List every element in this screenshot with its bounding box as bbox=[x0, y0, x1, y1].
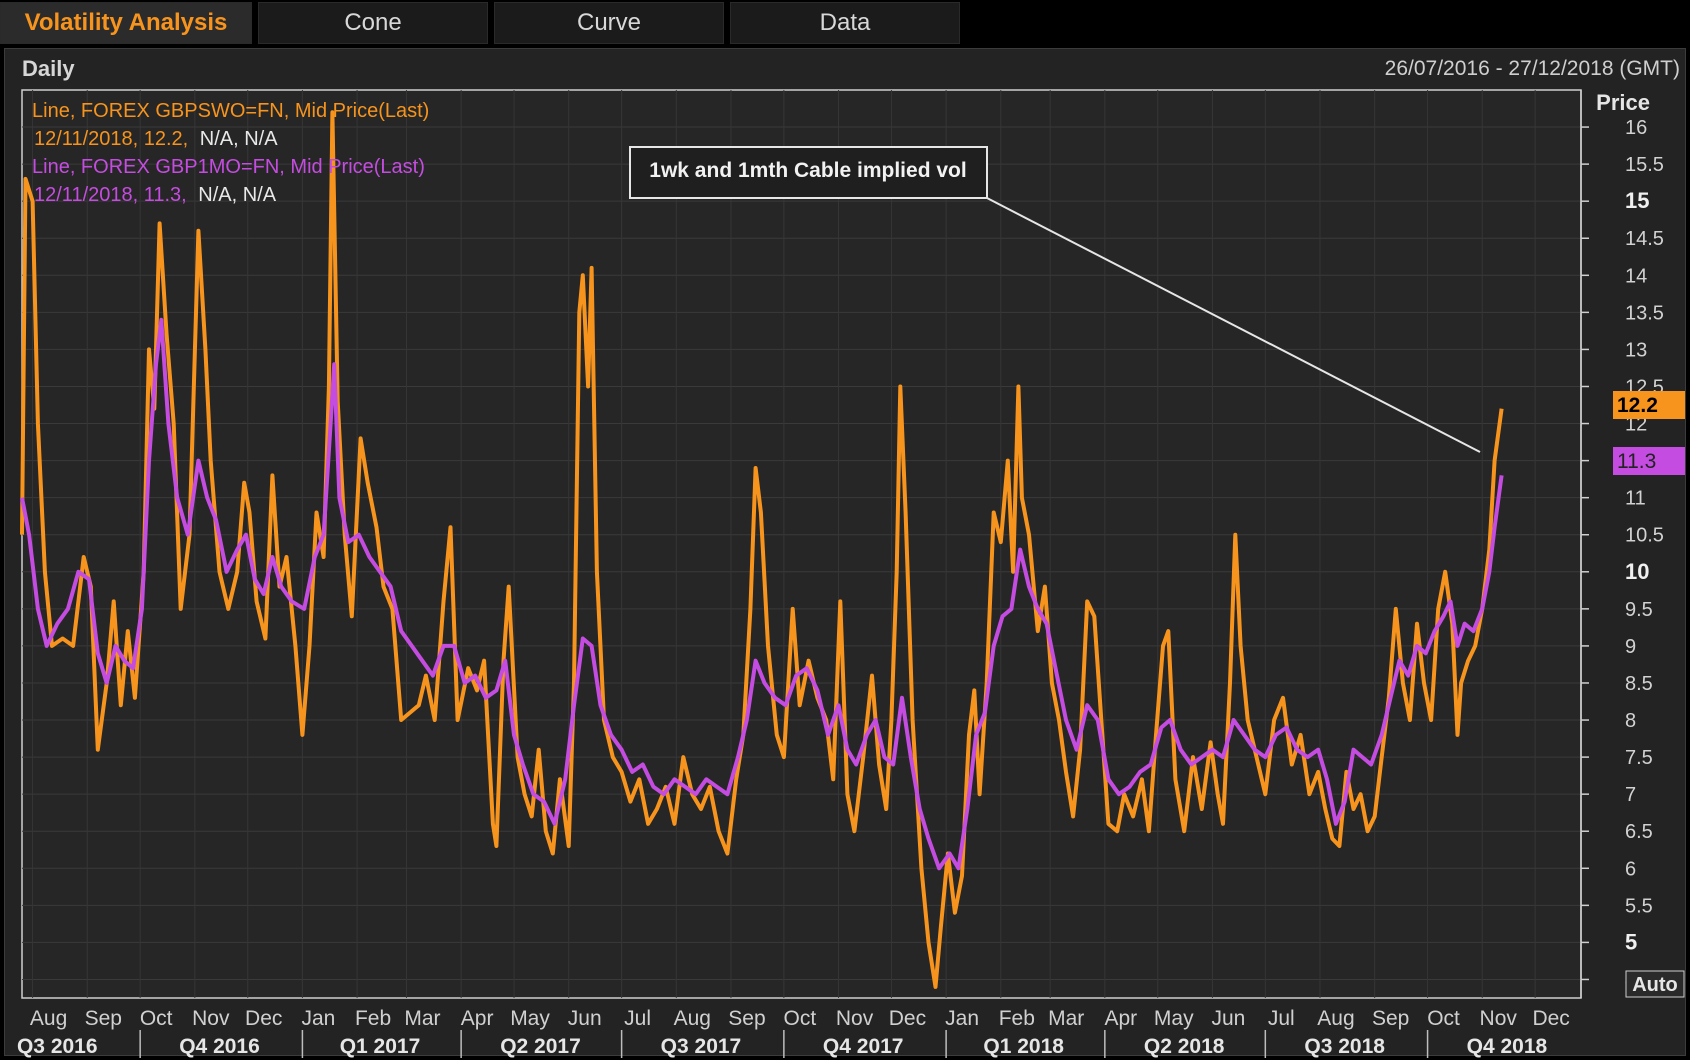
legend-series1-label: Line, FOREX GBPSWO=FN, Mid Price(Last) bbox=[32, 100, 429, 122]
x-tick-label-month: Nov bbox=[1480, 1007, 1518, 1030]
y-tick-label: 15.5 bbox=[1625, 154, 1664, 176]
x-tick-label-month: Oct bbox=[1427, 1007, 1460, 1030]
x-tick-label-month: Dec bbox=[245, 1007, 282, 1030]
badge-series1-bg bbox=[1613, 391, 1685, 419]
x-tick-label-quarter: Q1 2018 bbox=[983, 1035, 1064, 1058]
x-tick-label-month: May bbox=[1154, 1007, 1194, 1030]
y-tick-label: 15 bbox=[1625, 188, 1649, 213]
x-tick-label-month: Nov bbox=[192, 1007, 230, 1030]
x-tick-label-month: Sep bbox=[728, 1007, 765, 1030]
annotation-pointer bbox=[986, 197, 1481, 453]
legend-series1-na: N/A, N/A bbox=[200, 128, 278, 150]
tab-cone[interactable]: Cone bbox=[258, 2, 488, 44]
annotation-text: 1wk and 1mth Cable implied vol bbox=[649, 159, 966, 182]
y-tick-label: 14.5 bbox=[1625, 228, 1664, 250]
y-tick-label: 13.5 bbox=[1625, 302, 1664, 324]
series-line-gbp1mo bbox=[20, 317, 1504, 871]
y-tick-label: 5 bbox=[1625, 929, 1637, 954]
x-tick-label-month: Oct bbox=[140, 1007, 173, 1030]
y-tick-label: 8.5 bbox=[1625, 673, 1653, 695]
y-tick-label: 12 bbox=[1625, 414, 1647, 436]
x-tick-label-month: Aug bbox=[1317, 1007, 1354, 1030]
x-tick-label-month: Aug bbox=[30, 1007, 67, 1030]
x-tick-label-month: Sep bbox=[85, 1007, 122, 1030]
series-line-gbpswo bbox=[20, 110, 1504, 989]
series-layer bbox=[20, 110, 1504, 989]
y-tick-label: 14 bbox=[1625, 265, 1647, 287]
y-tick-label: 11 bbox=[1625, 488, 1646, 510]
x-tick-label-month: Jun bbox=[568, 1007, 602, 1030]
legend: Line, FOREX GBPSWO=FN, Mid Price(Last) 1… bbox=[32, 100, 429, 206]
tab-data[interactable]: Data bbox=[730, 2, 960, 44]
x-tick-label-month: Apr bbox=[461, 1007, 494, 1030]
legend-series2-value: 12/11/2018, 11.3, bbox=[34, 184, 187, 206]
x-tick-label-month: Dec bbox=[889, 1007, 926, 1030]
badge-series2-bg bbox=[1613, 447, 1685, 475]
last-value-badge-series1: 12.2 bbox=[1613, 391, 1685, 419]
annotation-box bbox=[629, 146, 988, 199]
annotation[interactable]: 1wk and 1mth Cable implied vol bbox=[629, 146, 1481, 453]
x-tick-label-month: Dec bbox=[1532, 1007, 1569, 1030]
badge-series2-text: 11.3 bbox=[1617, 450, 1656, 473]
y-axis-title: Price bbox=[1596, 90, 1650, 115]
grid-lines bbox=[22, 90, 1581, 998]
auto-scale-button[interactable]: Auto bbox=[1625, 970, 1685, 998]
auto-button-label: Auto bbox=[1632, 974, 1678, 996]
y-axis: 4.555.566.577.588.599.51010.51111.51212.… bbox=[1580, 90, 1664, 998]
x-tick-label-month: Jun bbox=[1211, 1007, 1245, 1030]
legend-series1-value: 12/11/2018, 12.2, bbox=[34, 128, 188, 150]
tab-volatility-analysis[interactable]: Volatility Analysis bbox=[0, 2, 252, 44]
badge-series1-text: 12.2 bbox=[1617, 394, 1658, 417]
x-tick-label-month: Apr bbox=[1104, 1007, 1137, 1030]
x-tick-label-month: Mar bbox=[1048, 1007, 1084, 1030]
x-tick-label-month: Jul bbox=[624, 1007, 651, 1030]
x-tick-label-month: May bbox=[510, 1007, 550, 1030]
x-tick-label-quarter: Q4 2018 bbox=[1467, 1035, 1548, 1058]
x-tick-label-month: Nov bbox=[836, 1007, 874, 1030]
y-tick-label: 7 bbox=[1625, 784, 1636, 806]
y-tick-label: 6.5 bbox=[1625, 821, 1653, 843]
x-tick-label-quarter: Q3 2017 bbox=[661, 1035, 742, 1058]
y-tick-label: 10 bbox=[1625, 559, 1649, 584]
y-tick-label: 9 bbox=[1625, 636, 1636, 658]
x-tick-label-month: Jan bbox=[301, 1007, 335, 1030]
x-tick-label-quarter: Q3 2016 bbox=[17, 1035, 98, 1058]
x-tick-label-month: Feb bbox=[355, 1007, 391, 1030]
last-value-badge-series2: 11.3 bbox=[1613, 447, 1685, 475]
x-tick-label-quarter: Q1 2017 bbox=[340, 1035, 421, 1058]
x-tick-label-month: Mar bbox=[404, 1007, 440, 1030]
plot-area bbox=[21, 89, 1582, 999]
tab-curve[interactable]: Curve bbox=[494, 2, 724, 44]
x-tick-label-quarter: Q3 2018 bbox=[1304, 1035, 1385, 1058]
legend-series2-label: Line, FOREX GBP1MO=FN, Mid Price(Last) bbox=[32, 156, 425, 178]
y-tick-label: 13 bbox=[1625, 339, 1647, 361]
x-tick-label-quarter: Q4 2016 bbox=[179, 1035, 260, 1058]
y-tick-label: 5.5 bbox=[1625, 895, 1653, 917]
y-tick-label: 6 bbox=[1625, 858, 1636, 880]
x-tick-label-month: Jan bbox=[945, 1007, 979, 1030]
y-tick-label: 7.5 bbox=[1625, 747, 1653, 769]
legend-series1-values: 12/11/2018, 12.2, N/A, N/A bbox=[34, 128, 278, 150]
y-tick-label: 16 bbox=[1625, 117, 1647, 139]
x-tick-label-month: Sep bbox=[1372, 1007, 1409, 1030]
x-tick-label-month: Feb bbox=[999, 1007, 1035, 1030]
x-tick-label-quarter: Q2 2018 bbox=[1144, 1035, 1225, 1058]
x-tick-label-month: Oct bbox=[784, 1007, 817, 1030]
x-tick-label-month: Aug bbox=[674, 1007, 711, 1030]
x-tick-label-quarter: Q4 2017 bbox=[823, 1035, 904, 1058]
date-range-label: 26/07/2016 - 27/12/2018 (GMT) bbox=[1384, 57, 1680, 80]
y-tick-label: 10.5 bbox=[1625, 525, 1664, 547]
auto-button-bg bbox=[1625, 970, 1685, 998]
x-axis: Aug Sep Oct Nov Dec Jan Feb Mar Apr May Jun Jul Aug S… bbox=[17, 1007, 1570, 1058]
y-tick-label: 8 bbox=[1625, 710, 1636, 732]
legend-series2-values: 12/11/2018, 11.3, N/A, N/A bbox=[34, 184, 277, 206]
legend-series2-na: N/A, N/A bbox=[198, 184, 276, 206]
x-tick-label-month: Jul bbox=[1268, 1007, 1295, 1030]
tab-bar: Volatility Analysis Cone Curve Data bbox=[0, 0, 1690, 46]
x-tick-label-quarter: Q2 2017 bbox=[500, 1035, 581, 1058]
frequency-label: Daily bbox=[22, 56, 75, 81]
y-tick-label: 9.5 bbox=[1625, 599, 1653, 621]
